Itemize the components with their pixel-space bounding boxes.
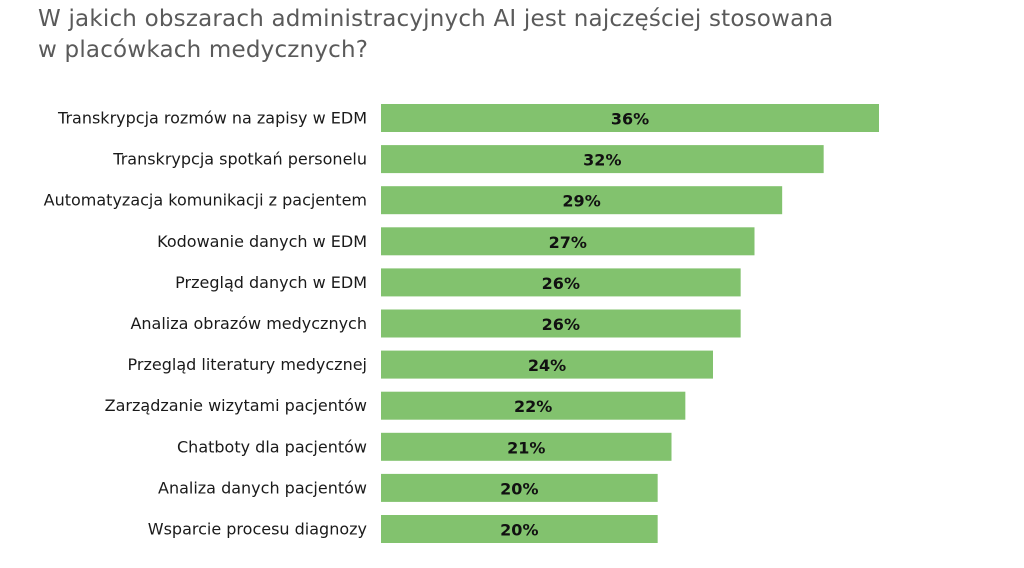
category-label: Analiza danych pacjentów [158, 478, 367, 497]
bar [381, 186, 783, 215]
category-label: Zarządzanie wizytami pacjentów [105, 396, 367, 415]
category-label: Transkrypcja rozmów na zapisy w EDM [57, 109, 367, 128]
chart-title-line-1: W jakich obszarach administracyjnych AI … [38, 6, 834, 32]
bar [381, 473, 658, 502]
bar-value-label: 20% [500, 521, 538, 540]
category-label: Kodowanie danych w EDM [157, 232, 367, 251]
bar-value-label: 26% [542, 274, 580, 293]
bar [381, 432, 672, 461]
chart-title-line-2: w placówkach medycznych? [38, 37, 369, 63]
bar-value-label: 20% [500, 479, 538, 498]
bar-value-label: 24% [528, 356, 566, 375]
bar [381, 515, 658, 543]
bar-value-label: 32% [583, 151, 621, 170]
category-label: Automatyzacja komunikacji z pacjentem [44, 191, 367, 210]
chart-title: W jakich obszarach administracyjnych AI … [38, 4, 938, 66]
bar [381, 227, 755, 256]
category-label: Przegląd danych w EDM [175, 273, 367, 292]
category-label: Chatboty dla pacjentów [177, 437, 367, 456]
category-label: Transkrypcja spotkań personelu [112, 150, 367, 169]
category-label: Analiza obrazów medycznych [130, 314, 367, 333]
bar-value-label: 29% [562, 192, 600, 211]
bar-value-label: 21% [507, 438, 545, 457]
bar [381, 145, 824, 174]
bar [381, 350, 713, 379]
bar [381, 268, 741, 297]
category-label: Przegląd literatury medycznej [128, 355, 367, 374]
bar-value-label: 36% [611, 110, 649, 129]
bar-value-label: 26% [542, 315, 580, 334]
bar [381, 104, 879, 132]
bar-value-label: 22% [514, 397, 552, 416]
bar-value-label: 27% [549, 233, 587, 252]
category-label: Wsparcie procesu diagnozy [148, 520, 367, 539]
bar [381, 391, 686, 420]
bar [381, 309, 741, 338]
